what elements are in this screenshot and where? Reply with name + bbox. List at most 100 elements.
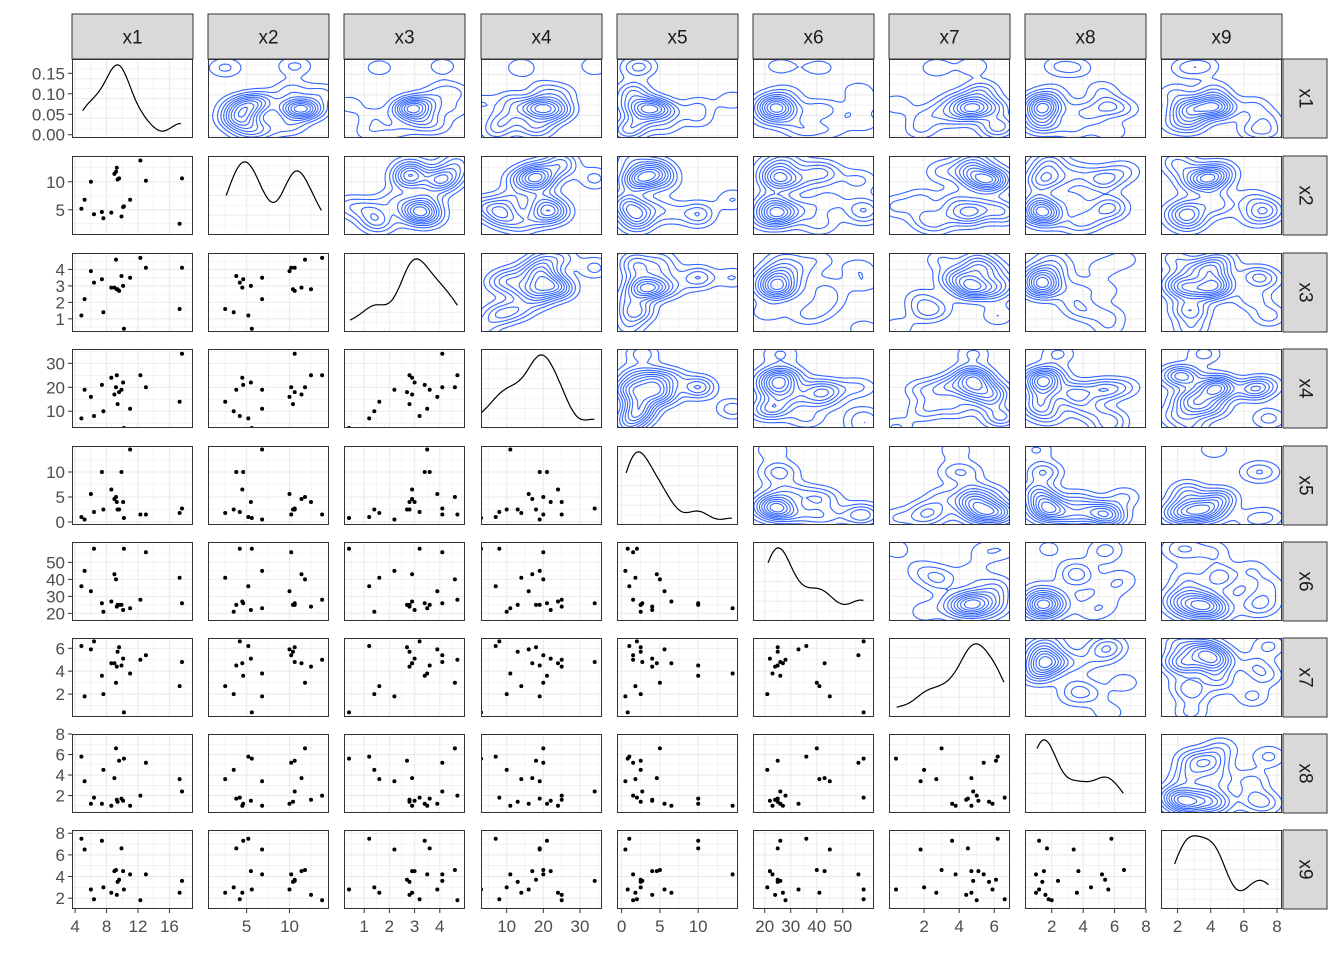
contour-level-7: [521, 168, 556, 217]
point-x3-x4-16: [427, 387, 432, 392]
point-x2-x8-6: [246, 754, 251, 759]
point-x1-x5-14: [121, 516, 126, 520]
point-x8-x9-6: [1109, 836, 1114, 841]
contour-level-1: [1025, 638, 1137, 717]
point-x7-x9-5: [922, 885, 927, 890]
contour-level-5: [958, 490, 1009, 522]
contour-level-3: [391, 94, 443, 129]
contour-level-2: [753, 253, 864, 320]
panel-border: [344, 446, 465, 525]
point-x3-x7-0: [412, 656, 417, 661]
contours-x8-x3: [1025, 253, 1136, 332]
row-strip-x3: [1282, 252, 1328, 333]
point-x6-x9-12: [773, 892, 778, 897]
contours-x8-x7: [1025, 638, 1137, 717]
point-x3-x6-2: [452, 577, 457, 582]
contour-level-5: [225, 96, 319, 133]
contour-level-7: [1187, 380, 1229, 410]
point-x3-x9-12: [407, 892, 412, 897]
contour-level-3: [481, 156, 573, 229]
panel-background: [72, 734, 193, 813]
contour-level-4: [1025, 160, 1117, 225]
x-tick-label-x5: 5: [655, 917, 664, 936]
y-tick-label-x7: 6: [56, 639, 65, 658]
point-x5-x6-7: [631, 597, 636, 602]
contour-level-5: [759, 95, 795, 121]
point-x7-x8-18: [981, 760, 986, 765]
panel-background: [344, 59, 465, 138]
point-x4-x8-19: [530, 776, 535, 781]
point-x1-x2-17: [99, 210, 104, 214]
point-x4-x7-15: [534, 645, 538, 650]
contour-level-1: [1161, 737, 1282, 813]
point-x6-x8-19: [822, 776, 827, 781]
point-x2-x5-17: [241, 470, 246, 474]
panel-background: [481, 638, 602, 717]
point-x2-x6-19: [299, 572, 304, 577]
point-x5-x8-9: [730, 803, 735, 808]
point-x3-x6-8: [440, 601, 445, 606]
panel-content: [481, 830, 602, 909]
contour-level-5: [948, 260, 1003, 297]
point-x6-x8-15: [775, 758, 780, 763]
point-x1-x9-0: [121, 869, 126, 874]
point-x6-x7-10: [861, 639, 866, 644]
column-strip-label-x2: x2: [258, 28, 278, 49]
panel-x9-x8: [1025, 830, 1146, 909]
point-x3-x7-18: [440, 653, 445, 658]
contour-level-9: [1193, 102, 1220, 112]
contour-level-5: [626, 262, 670, 318]
contour-level-1: [1161, 542, 1282, 621]
point-x6-x9-11: [796, 887, 801, 892]
point-x1-x4-7: [138, 373, 143, 378]
contour-level-6: [761, 97, 792, 119]
panel-border: [1161, 156, 1282, 235]
point-x1-x4-12: [114, 373, 119, 378]
contour-level-3: [1167, 158, 1278, 230]
panel-content: [1161, 156, 1282, 235]
point-x6-x9-7: [783, 898, 788, 903]
point-x2-x8-15: [292, 758, 297, 763]
point-x7-x8-16: [965, 796, 970, 801]
contour-level-3: [617, 158, 708, 230]
point-x3-x9-15: [405, 877, 409, 882]
contour-level-7: [964, 495, 1003, 519]
point-x2-x4-16: [234, 387, 239, 392]
point-x4-x6-6: [493, 584, 498, 589]
contour-level-6: [622, 373, 671, 425]
point-x6-x8-13: [817, 777, 822, 782]
panel-background: [889, 830, 1010, 909]
point-x5-x8-13: [633, 777, 638, 782]
panel-x4-x7: [889, 349, 1010, 428]
point-x1-x3-11: [88, 269, 93, 274]
contour-level-2: [1025, 446, 1131, 525]
point-x2-x6-15: [292, 602, 297, 607]
panel-x9-x1: [72, 830, 193, 909]
panel-border: [889, 734, 1010, 813]
point-x2-x8-1: [291, 799, 295, 804]
contours-x6-x4: [753, 349, 874, 428]
panel-background: [617, 349, 738, 428]
point-x3-x4-11: [435, 394, 440, 399]
point-x4-x7-17: [545, 673, 549, 678]
contour-level-5: [1171, 642, 1230, 676]
point-x1-x8-12: [114, 797, 119, 802]
point-x3-x5-3: [410, 487, 415, 492]
point-x4-x7-9: [508, 671, 513, 676]
contour-level-6: [1028, 269, 1057, 294]
contour-level-3: [1161, 747, 1271, 813]
row-strip-x4: [1282, 348, 1328, 429]
contour-level-7: [1031, 98, 1055, 120]
point-x7-x9-4: [918, 847, 923, 852]
contour-level-4: [932, 367, 1008, 421]
point-x1-x3-19: [112, 285, 117, 290]
point-x2-x6-0: [248, 608, 253, 612]
point-x3-x6-18: [440, 550, 445, 555]
point-x4-x7-5: [504, 692, 509, 697]
panel-content: [1025, 349, 1146, 428]
contour-level-4: [1172, 91, 1234, 128]
point-x2-x9-19: [299, 869, 304, 874]
contours-x9-x2: [1161, 156, 1282, 235]
y-tick-label-x9: 2: [56, 889, 65, 908]
point-x2-x8-0: [248, 798, 253, 803]
